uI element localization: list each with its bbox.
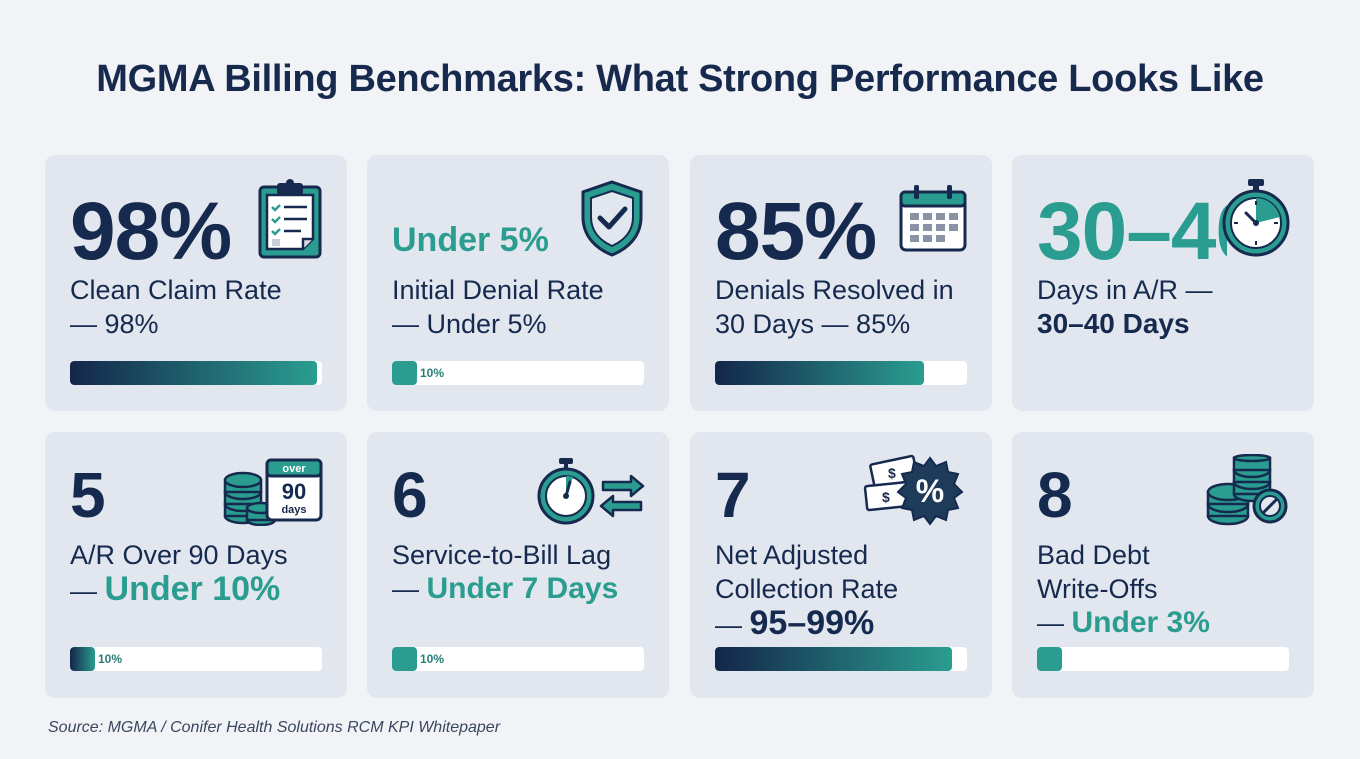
progress-fill [70, 647, 96, 671]
progress-fill [392, 361, 418, 385]
page-title: MGMA Billing Benchmarks: What Strong Per… [96, 58, 1264, 100]
progress-label: 10% [98, 652, 123, 666]
progress-fill [715, 361, 925, 385]
kpi-label: A/R Over 90 Days — Under 10% [70, 540, 288, 608]
svg-text:$: $ [888, 465, 896, 481]
progress-label: 10% [420, 366, 445, 380]
kpi-label: Service-to-Bill Lag — Under 7 Days [392, 540, 619, 605]
progress-label: 10% [420, 652, 445, 666]
progress-bar: 10% [70, 647, 322, 671]
kpi-card-denials-resolved: 85% Denials Resolved in 30 Days — 85% [690, 155, 992, 411]
progress-fill [715, 647, 952, 671]
kpi-value: 6 [392, 459, 428, 531]
icon-text-days: days [281, 504, 306, 516]
source-note: Source: MGMA / Conifer Health Solutions … [48, 719, 501, 736]
kpi-card-bad-debt: 8 Bad Debt Write-Offs — Under 3% [1012, 432, 1314, 698]
kpi-label: Days in A/R — 30–40 Days [1037, 275, 1213, 339]
kpi-card-service-to-bill-lag: 6 Service-to-Bill Lag — Under 7 Days 10% [367, 432, 669, 698]
kpi-label: Clean Claim Rate — 98% [70, 275, 282, 339]
progress-bar [1037, 647, 1289, 671]
icon-percent: % [916, 473, 944, 509]
progress-bar: 10% [392, 647, 644, 671]
shield-check-icon [581, 180, 643, 257]
kpi-value: 98% [70, 186, 232, 277]
progress-fill [392, 647, 418, 671]
kpi-label: Initial Denial Rate — Under 5% [392, 275, 604, 339]
kpi-value: 8 [1037, 459, 1073, 531]
progress-fill [70, 361, 317, 385]
progress-bar [715, 361, 967, 385]
kpi-value: 7 [715, 459, 751, 531]
calendar-icon [899, 185, 967, 252]
kpi-value: Under 5% [392, 221, 549, 259]
kpi-value: 30–40 [1037, 186, 1227, 277]
kpi-card-clean-claim-rate: 98% Clean Claim Rate — 98% [45, 155, 347, 411]
kpi-label: Denials Resolved in 30 Days — 85% [715, 275, 954, 339]
stopwatch-icon [1222, 179, 1290, 257]
coins-calendar-icon: over 90 days [223, 458, 323, 526]
stopwatch-arrows-icon [537, 458, 645, 525]
icon-text-over: over [282, 463, 306, 475]
kpi-label: Net Adjusted Collection Rate — 95–99% [715, 540, 899, 642]
icon-text-90: 90 [282, 479, 306, 504]
kpi-card-days-in-ar: 30–40 Days in A/R — 30–40 Days [1012, 155, 1314, 411]
kpi-card-net-collection-rate: 7 $ $ % Net Adjusted Collection Rate — 9… [690, 432, 992, 698]
svg-text:$: $ [882, 489, 890, 505]
clipboard-checklist-icon [258, 179, 322, 259]
money-percent-badge-icon: $ $ % [863, 454, 964, 526]
kpi-card-ar-over-90: 5 over 90 days A/R Over 90 Days — Under … [45, 432, 347, 698]
kpi-label: Bad Debt Write-Offs — Under 3% [1037, 540, 1210, 639]
progress-bar: 10% [392, 361, 644, 385]
progress-bar [715, 647, 967, 671]
progress-fill [1037, 647, 1063, 671]
kpi-value: 85% [715, 186, 877, 277]
kpi-card-initial-denial-rate: Under 5% Initial Denial Rate — Under 5% … [367, 155, 669, 411]
progress-bar [70, 361, 322, 385]
coins-blocked-icon [1206, 454, 1288, 526]
kpi-value: 5 [70, 459, 106, 531]
